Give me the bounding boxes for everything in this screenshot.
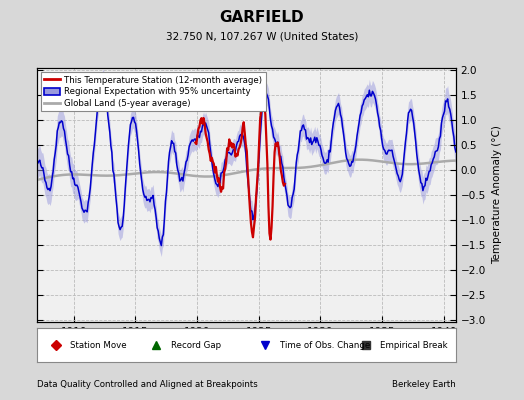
Text: 32.750 N, 107.267 W (United States): 32.750 N, 107.267 W (United States) bbox=[166, 32, 358, 42]
Text: Empirical Break: Empirical Break bbox=[380, 340, 448, 350]
Text: GARFIELD: GARFIELD bbox=[220, 10, 304, 26]
Text: Data Quality Controlled and Aligned at Breakpoints: Data Quality Controlled and Aligned at B… bbox=[37, 380, 257, 389]
Text: Time of Obs. Change: Time of Obs. Change bbox=[280, 340, 370, 350]
Text: Record Gap: Record Gap bbox=[171, 340, 221, 350]
Y-axis label: Temperature Anomaly (°C): Temperature Anomaly (°C) bbox=[492, 126, 501, 264]
Text: Berkeley Earth: Berkeley Earth bbox=[392, 380, 456, 389]
Legend: This Temperature Station (12-month average), Regional Expectation with 95% uncer: This Temperature Station (12-month avera… bbox=[41, 72, 266, 111]
Text: Station Move: Station Move bbox=[70, 340, 127, 350]
